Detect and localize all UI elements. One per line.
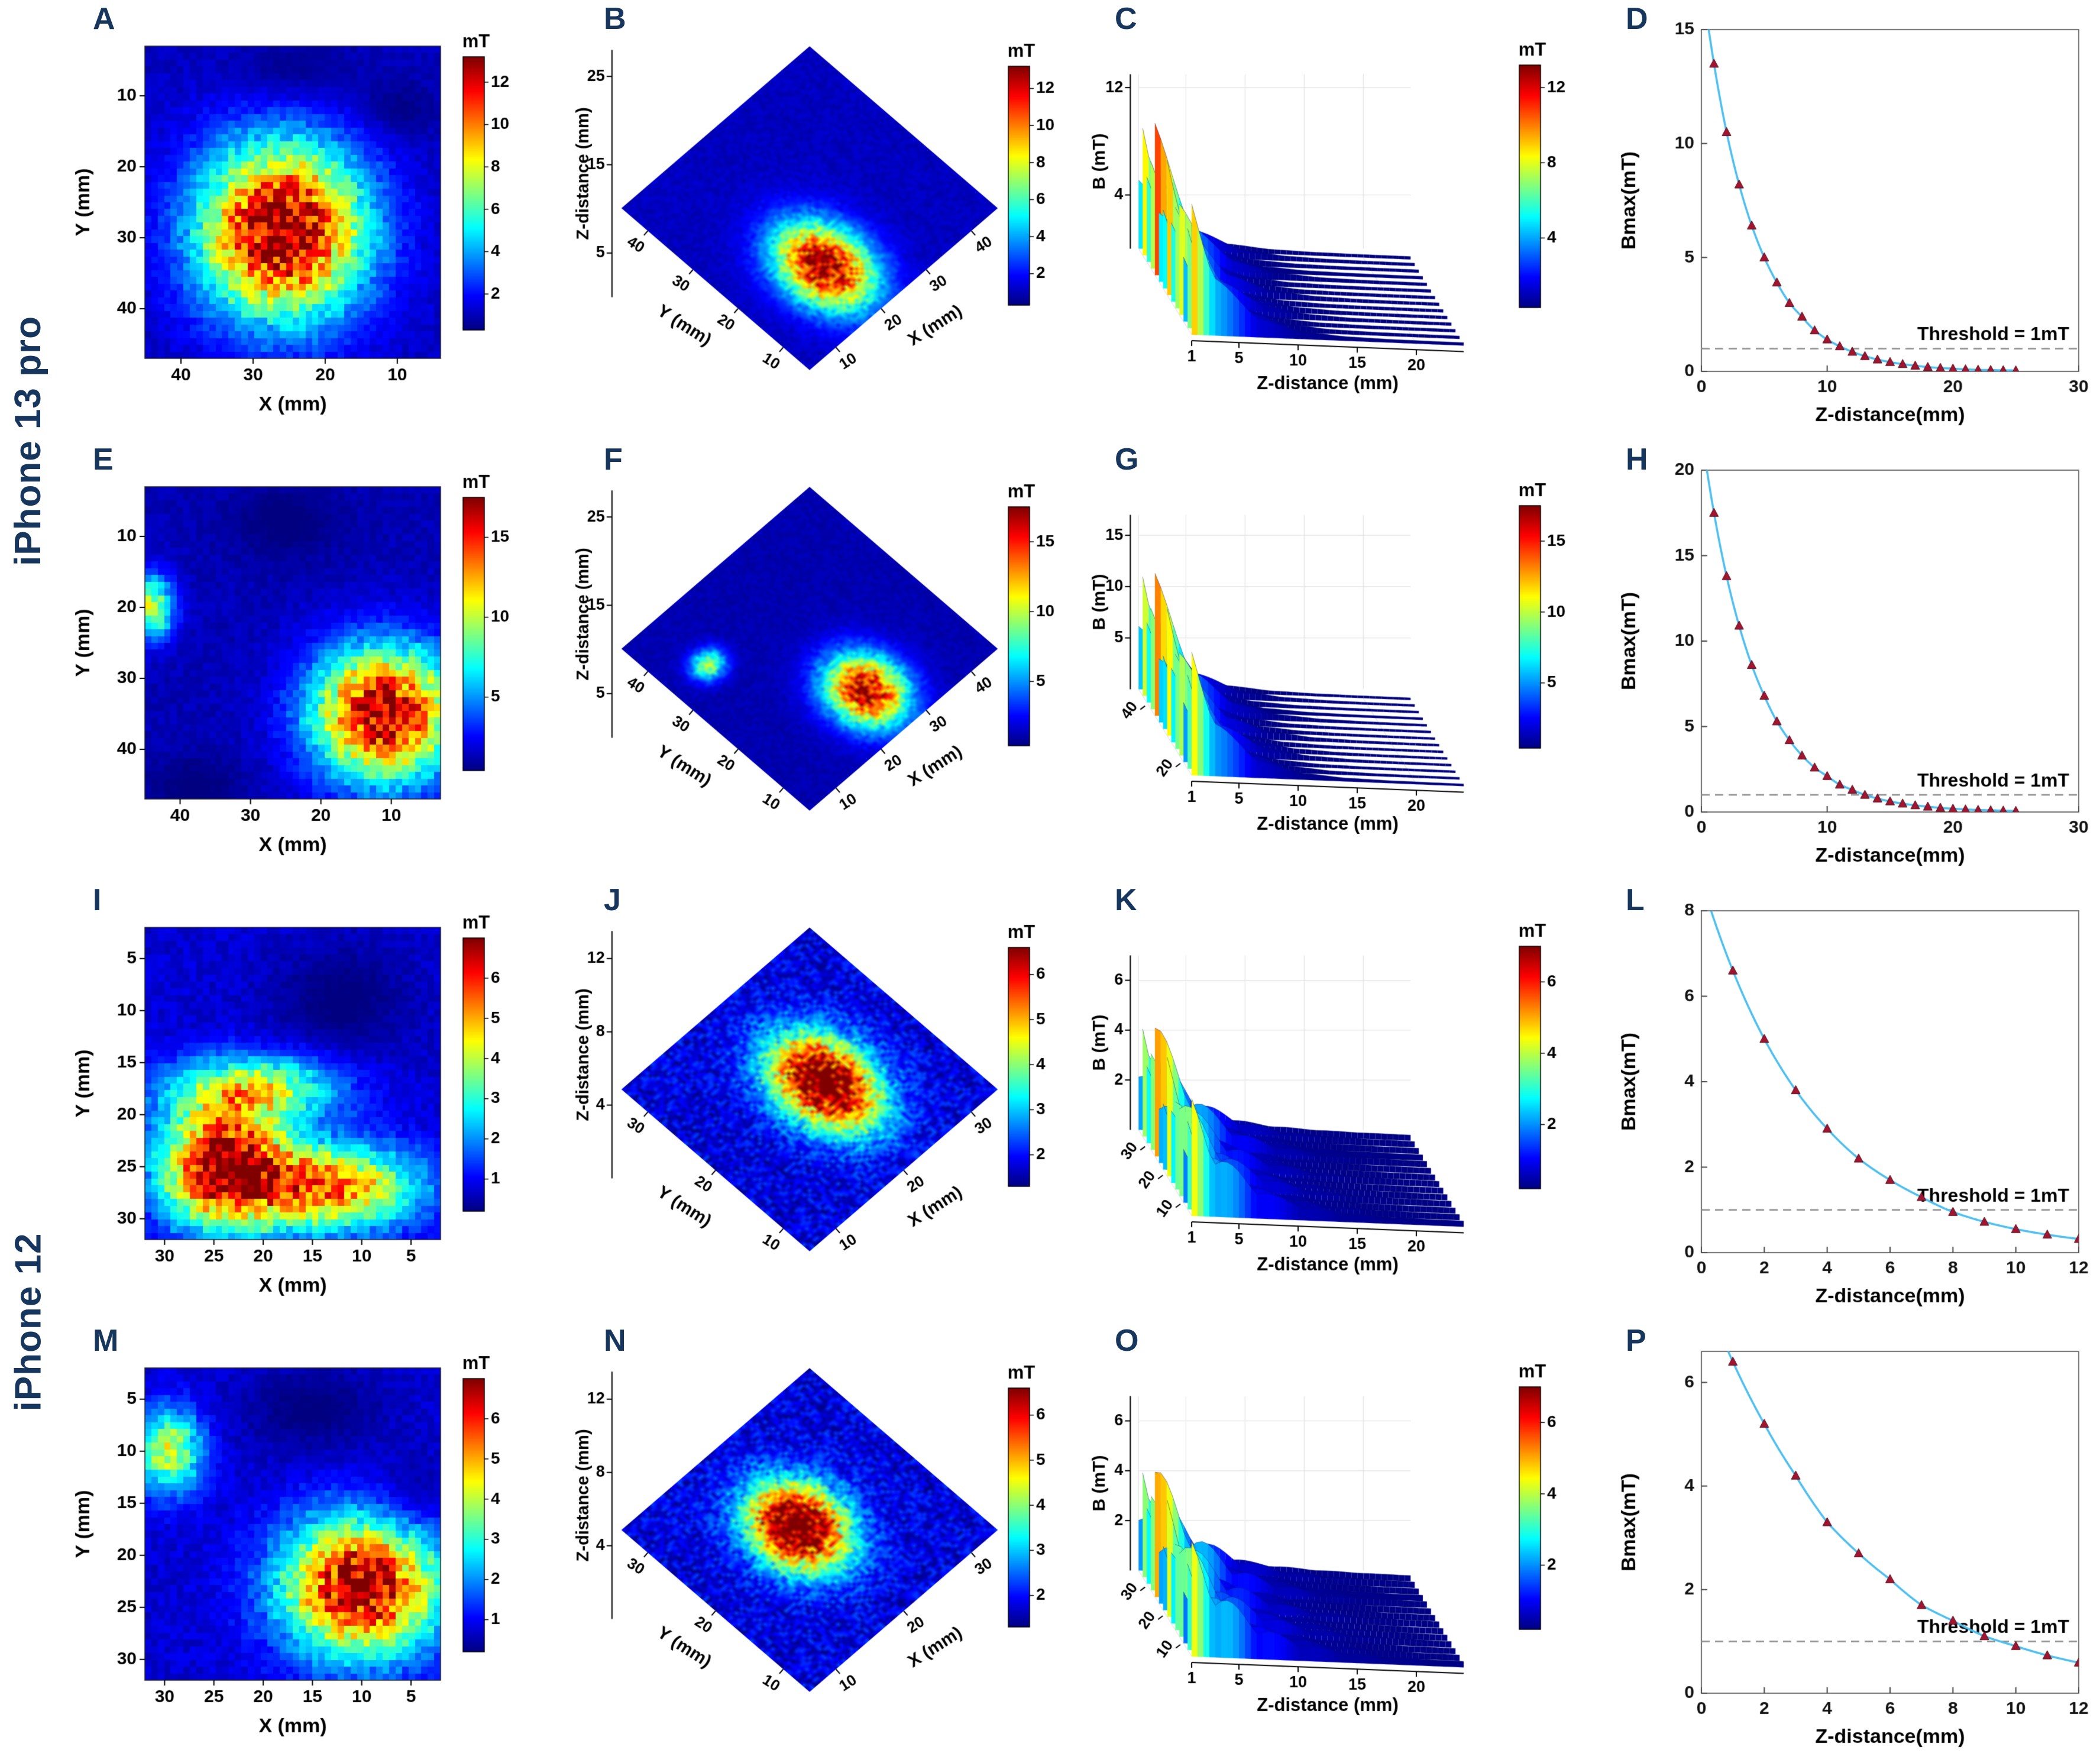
panel-letter-G: G — [1115, 442, 1139, 477]
panel-P: P — [1589, 1322, 2100, 1762]
panel-A: A — [56, 0, 567, 441]
panel-chart-J — [567, 881, 1078, 1322]
panel-letter-J: J — [604, 883, 621, 917]
panel-chart-M — [56, 1322, 567, 1762]
group-label-iphone-13-pro: iPhone 13 pro — [8, 315, 48, 566]
group-label-iphone-12: iPhone 12 — [8, 1233, 48, 1412]
panel-letter-D: D — [1626, 2, 1648, 36]
panel-letter-C: C — [1115, 2, 1137, 36]
panel-chart-P — [1589, 1322, 2100, 1762]
panel-chart-C — [1078, 0, 1589, 441]
panel-K: K — [1078, 881, 1589, 1322]
row-group-labels: iPhone 13 pro iPhone 12 — [0, 0, 56, 1763]
panel-chart-H — [1589, 441, 2100, 881]
panel-letter-N: N — [604, 1324, 626, 1358]
panel-chart-B — [567, 0, 1078, 441]
panel-chart-I — [56, 881, 567, 1322]
panel-chart-D — [1589, 0, 2100, 441]
panel-chart-G — [1078, 441, 1589, 881]
panel-letter-K: K — [1115, 883, 1137, 917]
panel-chart-E — [56, 441, 567, 881]
panel-N: N — [567, 1322, 1078, 1762]
panel-H: H — [1589, 441, 2100, 881]
panel-B: B — [567, 0, 1078, 441]
panel-letter-A: A — [93, 2, 115, 36]
panels-grid: A B C D E F G H I J K L M N O P — [56, 0, 2100, 1763]
panel-chart-F — [567, 441, 1078, 881]
panel-letter-H: H — [1626, 442, 1648, 477]
panel-chart-K — [1078, 881, 1589, 1322]
panel-letter-P: P — [1626, 1324, 1646, 1358]
panel-G: G — [1078, 441, 1589, 881]
panel-J: J — [567, 881, 1078, 1322]
panel-letter-B: B — [604, 2, 626, 36]
row-group-iphone-13-pro: iPhone 13 pro — [0, 0, 56, 882]
panel-chart-N — [567, 1322, 1078, 1762]
row-group-iphone-12: iPhone 12 — [0, 882, 56, 1763]
panel-letter-E: E — [93, 442, 114, 477]
panel-letter-I: I — [93, 883, 102, 917]
panel-letter-L: L — [1626, 883, 1645, 917]
panel-D: D — [1589, 0, 2100, 441]
panel-chart-L — [1589, 881, 2100, 1322]
panel-letter-M: M — [93, 1324, 119, 1358]
panel-chart-A — [56, 0, 567, 441]
panel-C: C — [1078, 0, 1589, 441]
panel-F: F — [567, 441, 1078, 881]
panel-letter-O: O — [1115, 1324, 1139, 1358]
panel-E: E — [56, 441, 567, 881]
panel-letter-F: F — [604, 442, 623, 477]
panel-chart-O — [1078, 1322, 1589, 1762]
panel-O: O — [1078, 1322, 1589, 1762]
panel-I: I — [56, 881, 567, 1322]
panel-L: L — [1589, 881, 2100, 1322]
panel-M: M — [56, 1322, 567, 1762]
